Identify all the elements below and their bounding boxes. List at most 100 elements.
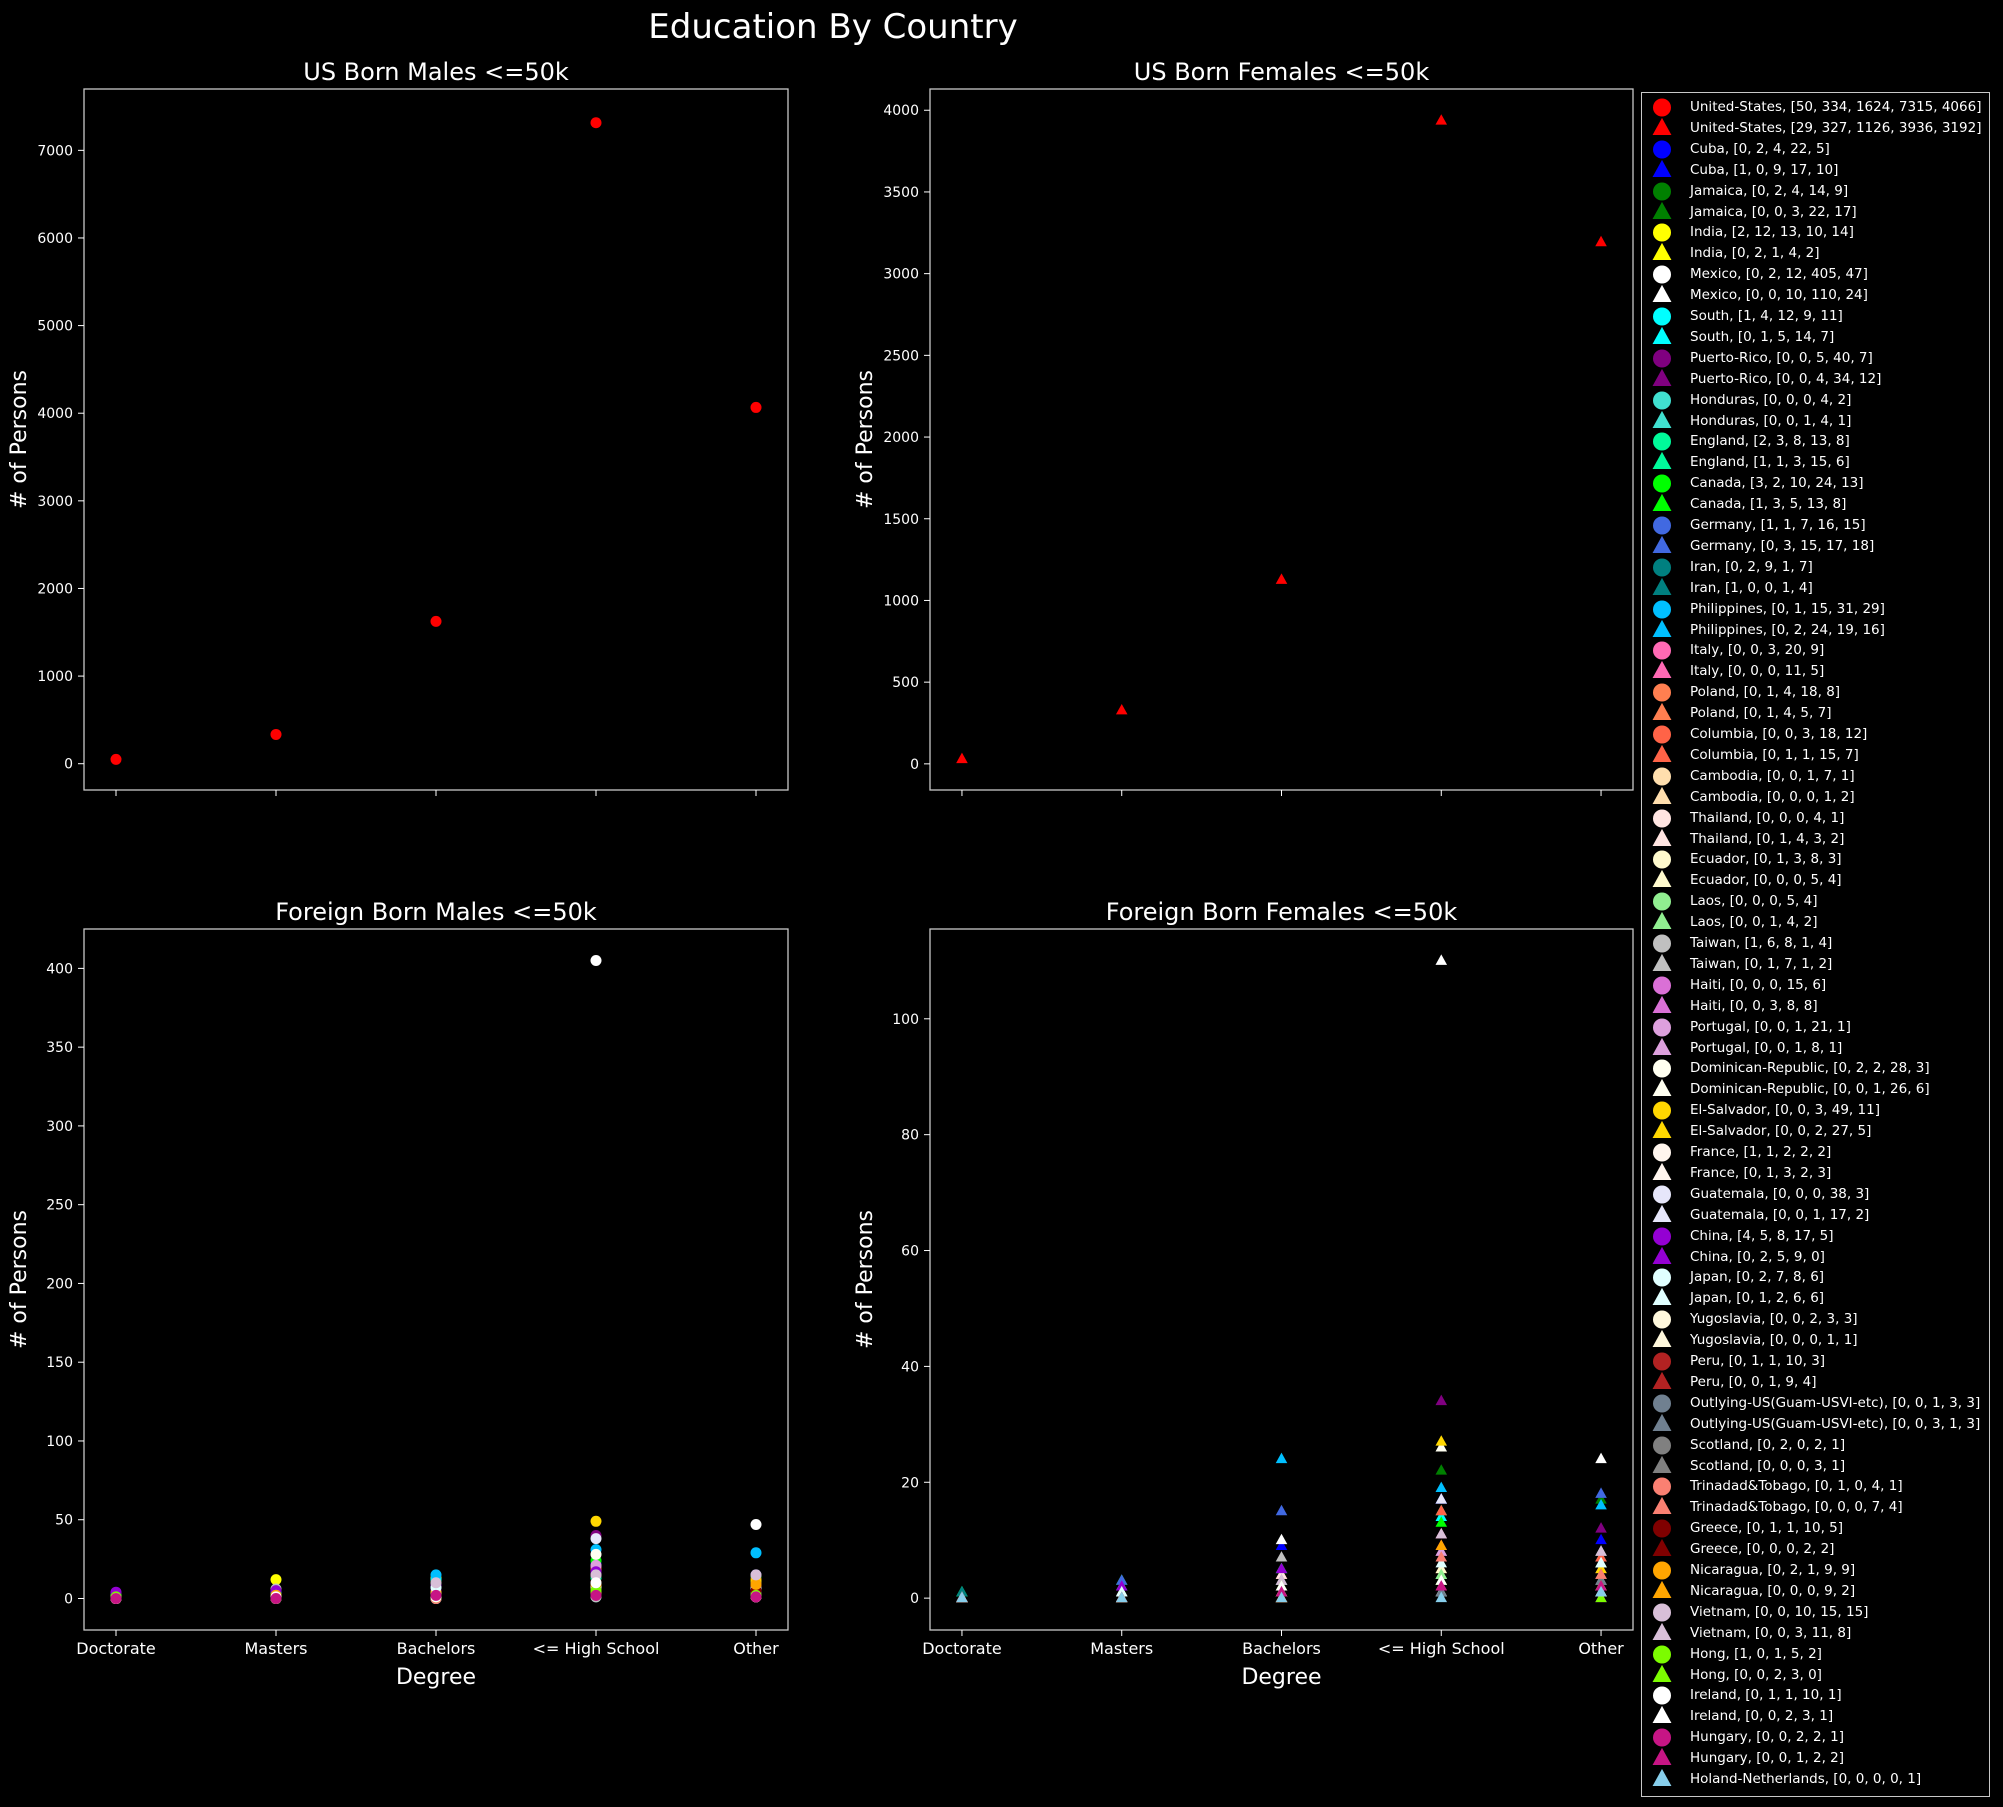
triangle-marker-icon [1652, 1769, 1672, 1786]
legend-entry: Vietnam, [0, 0, 10, 15, 15] [1642, 1602, 1989, 1623]
legend-label: China, [4, 5, 8, 17, 5] [1690, 1227, 1834, 1244]
legend-entry: South, [0, 1, 5, 14, 7] [1642, 326, 1989, 348]
legend-label: Laos, [0, 0, 0, 5, 4] [1690, 893, 1818, 910]
y-tick-label: 100 [892, 1012, 919, 1028]
x-tick-label: Other [733, 1639, 779, 1658]
legend-marker-shape [1652, 410, 1672, 428]
y-tick-label: 500 [892, 675, 919, 691]
triangle-marker-icon [1652, 368, 1672, 386]
legend-marker-shape [1653, 850, 1671, 869]
legend-marker-shape [1652, 159, 1672, 177]
legend-entry: China, [0, 2, 5, 9, 0] [1642, 1246, 1989, 1268]
subplot-1: US Born Males <=50k 0 1000 2000 3000 4000 5000… [7, 58, 789, 796]
triangle-marker-icon [1652, 285, 1672, 303]
y-tick-label: 6000 [37, 231, 73, 247]
legend-marker-shape [1653, 1394, 1671, 1413]
triangle-marker-icon [1652, 828, 1672, 846]
legend-label: Iran, [0, 2, 9, 1, 7] [1690, 558, 1813, 575]
y-tick-label: 400 [46, 961, 73, 977]
legend-entry: Cambodia, [0, 0, 0, 1, 2] [1642, 786, 1989, 808]
data-point [1595, 1568, 1607, 1579]
legend-entry: Yugoslavia, [0, 0, 2, 3, 3] [1642, 1309, 1989, 1330]
circle-marker-icon [1653, 1603, 1671, 1622]
legend-label: Mexico, [0, 0, 10, 110, 24] [1690, 287, 1868, 304]
y-tick-label: 2000 [37, 581, 73, 597]
data-point [956, 1591, 968, 1603]
triangle-marker-icon [1652, 1204, 1672, 1222]
data-point [1275, 1551, 1288, 1562]
legend-entry: India, [2, 12, 13, 10, 14] [1642, 222, 1989, 243]
x-tick-label: Bachelors [1242, 1639, 1321, 1658]
y-tick-label: 200 [46, 1276, 73, 1292]
x-tick-label: <= High School [1378, 1639, 1505, 1658]
data-point [1275, 1539, 1288, 1550]
legend-entry: Philippines, [0, 2, 24, 19, 16] [1642, 619, 1989, 641]
data-point [956, 752, 968, 764]
legend-label: Japan, [0, 2, 7, 8, 6] [1690, 1269, 1825, 1286]
y-tick-label: 150 [46, 1355, 73, 1371]
legend-entry: Ireland, [0, 1, 1, 10, 1] [1642, 1685, 1989, 1706]
legend-label: Hong, [0, 0, 2, 3, 0] [1690, 1666, 1822, 1683]
subplot-2: US Born Females <=50k 0 500 1000 1500 2000 250… [853, 58, 1634, 796]
legend-label: Germany, [1, 1, 7, 16, 15] [1690, 517, 1866, 533]
triangle-marker-icon [1652, 159, 1672, 177]
legend-marker-shape [1652, 1769, 1672, 1786]
legend-entry: Jamaica, [0, 0, 3, 22, 17] [1642, 201, 1989, 223]
circle-marker-icon [1653, 1352, 1671, 1371]
data-point [110, 753, 122, 765]
legend-entry: China, [4, 5, 8, 17, 5] [1642, 1226, 1989, 1247]
circle-marker-icon [1653, 1268, 1671, 1287]
legend-entry: Japan, [0, 2, 7, 8, 6] [1642, 1267, 1989, 1288]
legend-entry: Iran, [1, 0, 0, 1, 4] [1642, 577, 1989, 599]
legend-marker-shape [1652, 201, 1672, 219]
data-point [110, 1592, 122, 1604]
legend-marker-shape [1652, 1664, 1672, 1682]
legend-marker-shape [1652, 285, 1672, 303]
data-point [1275, 1452, 1288, 1464]
legend-label: Ecuador, [0, 1, 3, 8, 3] [1690, 851, 1842, 868]
data-point [1435, 1539, 1448, 1550]
legend-label: Thailand, [0, 1, 4, 3, 2] [1690, 830, 1845, 847]
legend-label: Greece, [0, 0, 0, 2, 2] [1690, 1541, 1835, 1558]
legend-entry: Honduras, [0, 0, 0, 4, 2] [1642, 390, 1989, 411]
data-point [1595, 1591, 1607, 1603]
triangle-marker-icon [1652, 1037, 1672, 1055]
x-tick-label: Masters [245, 1639, 308, 1658]
data-point [1595, 1562, 1607, 1574]
legend-label: Trinadad&Tobago, [0, 0, 0, 7, 4] [1690, 1499, 1903, 1516]
legend-label: Peru, [0, 0, 1, 9, 4] [1690, 1373, 1817, 1390]
legend-entry: Mexico, [0, 0, 10, 110, 24] [1642, 285, 1989, 306]
data-point [1435, 1545, 1448, 1556]
triangle-marker-icon [1652, 1539, 1672, 1557]
x-tick-label: Bachelors [397, 1639, 476, 1658]
legend-label: Iran, [1, 0, 0, 1, 4] [1690, 579, 1813, 596]
data-point [750, 1569, 762, 1581]
circle-marker-icon [1653, 1728, 1671, 1747]
legend-marker-shape [1652, 494, 1672, 512]
y-tick-label: 300 [46, 1119, 73, 1135]
legend-entry: Cuba, [0, 2, 4, 22, 5] [1642, 139, 1989, 160]
legend-entry: Japan, [0, 1, 2, 6, 6] [1642, 1288, 1989, 1309]
legend-label: Jamaica, [0, 2, 4, 14, 9] [1690, 182, 1849, 199]
legend-marker-shape [1652, 1622, 1672, 1640]
legend-label: India, [0, 2, 1, 4, 2] [1690, 245, 1820, 262]
legend-entry: El-Salvador, [0, 0, 3, 49, 11] [1642, 1100, 1989, 1121]
data-point [1595, 1545, 1607, 1556]
triangle-marker-icon [1652, 1371, 1672, 1389]
y-tick-label: 1500 [883, 512, 919, 528]
legend-marker-shape [1653, 600, 1671, 619]
triangle-marker-icon [1652, 1455, 1672, 1473]
legend-label: Cambodia, [0, 0, 1, 7, 1] [1690, 767, 1855, 784]
legend-label: Yugoslavia, [0, 0, 0, 1, 1] [1690, 1332, 1858, 1349]
legend-marker-shape [1652, 619, 1672, 637]
legend-label: United-States, [29, 327, 1126, 3936, 319… [1690, 119, 1982, 136]
legend-marker-shape [1653, 1101, 1671, 1120]
data-point [1115, 1580, 1128, 1591]
legend-marker-shape [1653, 140, 1671, 159]
legend-label: Germany, [0, 3, 15, 17, 18] [1690, 537, 1875, 554]
legend-marker-shape [1653, 182, 1671, 201]
legend-label: Honduras, [0, 0, 1, 4, 1] [1690, 412, 1852, 429]
circle-marker-icon [1653, 1227, 1671, 1246]
legend-marker-shape [1652, 1539, 1672, 1557]
legend-entry: United-States, [50, 334, 1624, 7315, 406… [1642, 97, 1989, 118]
